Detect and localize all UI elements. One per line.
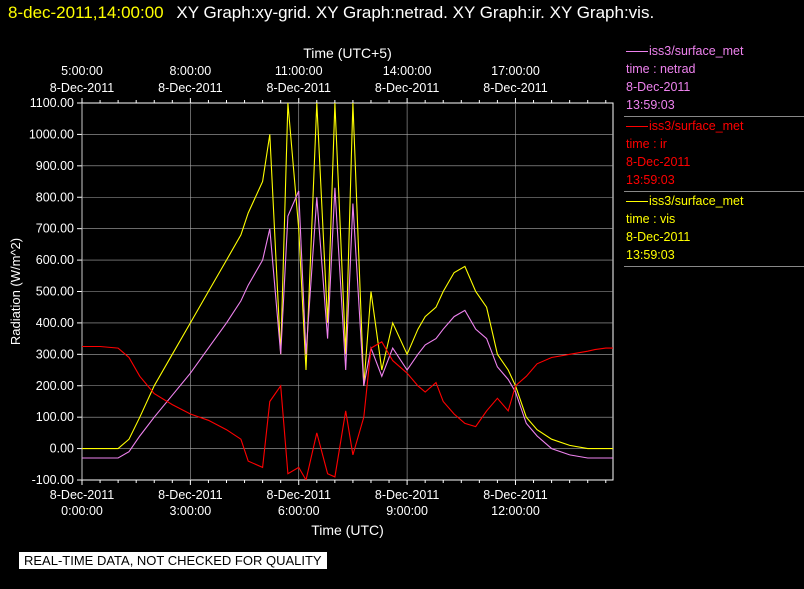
plot-header: 8-dec-2011,14:00:00 XY Graph:xy-grid. XY…: [8, 3, 654, 23]
legend-field: time : vis: [626, 212, 676, 226]
series-line-netrad: [82, 187, 613, 459]
x2-axis-label: Time (UTC+5): [303, 45, 392, 61]
header-plot-list: XY Graph:xy-grid. XY Graph:netrad. XY Gr…: [176, 3, 655, 22]
legend-time: 13:59:03: [626, 173, 675, 187]
x-tick-date-label: 8-Dec-2011: [50, 488, 114, 502]
x-tick-date-label: 8-Dec-2011: [158, 488, 222, 502]
legend-time: 13:59:03: [626, 98, 675, 112]
x2-tick-date-label: 8-Dec-2011: [50, 81, 114, 95]
x2-tick-date-label: 8-Dec-2011: [375, 81, 439, 95]
y-axis-label: Radiation (W/m^2): [8, 238, 23, 345]
y-tick-label: 800.00: [36, 190, 74, 204]
y-tick-label: 300.00: [36, 347, 74, 361]
y-tick-label: 1100.00: [30, 96, 74, 110]
x2-tick-time-label: 17:00:00: [491, 64, 540, 78]
x-tick-time-label: 6:00:00: [278, 504, 320, 518]
y-tick-label: 500.00: [36, 285, 74, 299]
series-line-ir: [82, 341, 613, 480]
legend-station: iss3/surface_met: [649, 194, 744, 208]
x-tick-time-label: 12:00:00: [491, 504, 540, 518]
x2-tick-date-label: 8-Dec-2011: [267, 81, 331, 95]
legend-line-swatch: [626, 200, 648, 202]
y-tick-label: -100.00: [32, 473, 74, 487]
x2-tick-time-label: 8:00:00: [170, 64, 212, 78]
x2-tick-time-label: 11:00:00: [275, 64, 323, 78]
x2-tick-time-label: 5:00:00: [61, 64, 103, 78]
x-tick-time-label: 3:00:00: [170, 504, 212, 518]
x2-tick-date-label: 8-Dec-2011: [158, 81, 222, 95]
x-tick-date-label: 8-Dec-2011: [267, 488, 331, 502]
x2-tick-time-label: 14:00:00: [383, 64, 432, 78]
y-tick-label: 0.00: [50, 442, 74, 456]
x-tick-date-label: 8-Dec-2011: [483, 488, 547, 502]
y-tick-label: 900.00: [36, 159, 74, 173]
y-tick-label: 1000.00: [29, 127, 74, 141]
legend-line-swatch: [626, 50, 648, 52]
legend-date: 8-Dec-2011: [626, 230, 691, 244]
quality-notice: REAL-TIME DATA, NOT CHECKED FOR QUALITY: [19, 552, 327, 569]
legend: iss3/surface_met time : netrad 8-Dec-2011 1…: [624, 42, 804, 267]
x-tick-time-label: 0:00:00: [61, 504, 103, 518]
header-datetime: 8-dec-2011,14:00:00: [8, 3, 164, 22]
x-tick-time-label: 9:00:00: [386, 504, 428, 518]
series-line-vis: [82, 103, 613, 450]
legend-date: 8-Dec-2011: [626, 80, 691, 94]
x2-tick-date-label: 8-Dec-2011: [483, 81, 547, 95]
legend-line-swatch: [626, 125, 648, 127]
legend-time: 13:59:03: [626, 248, 675, 262]
x-axis-label: Time (UTC): [311, 522, 384, 538]
y-tick-label: 700.00: [36, 222, 74, 236]
x-tick-date-label: 8-Dec-2011: [375, 488, 439, 502]
legend-field: time : ir: [626, 137, 667, 151]
y-tick-label: 100.00: [36, 410, 74, 424]
legend-station: iss3/surface_met: [649, 119, 744, 133]
legend-date: 8-Dec-2011: [626, 155, 691, 169]
y-tick-label: 400.00: [36, 316, 74, 330]
legend-field: time : netrad: [626, 62, 696, 76]
legend-station: iss3/surface_met: [649, 44, 744, 58]
y-tick-label: 200.00: [36, 379, 74, 393]
y-tick-label: 600.00: [36, 253, 74, 267]
